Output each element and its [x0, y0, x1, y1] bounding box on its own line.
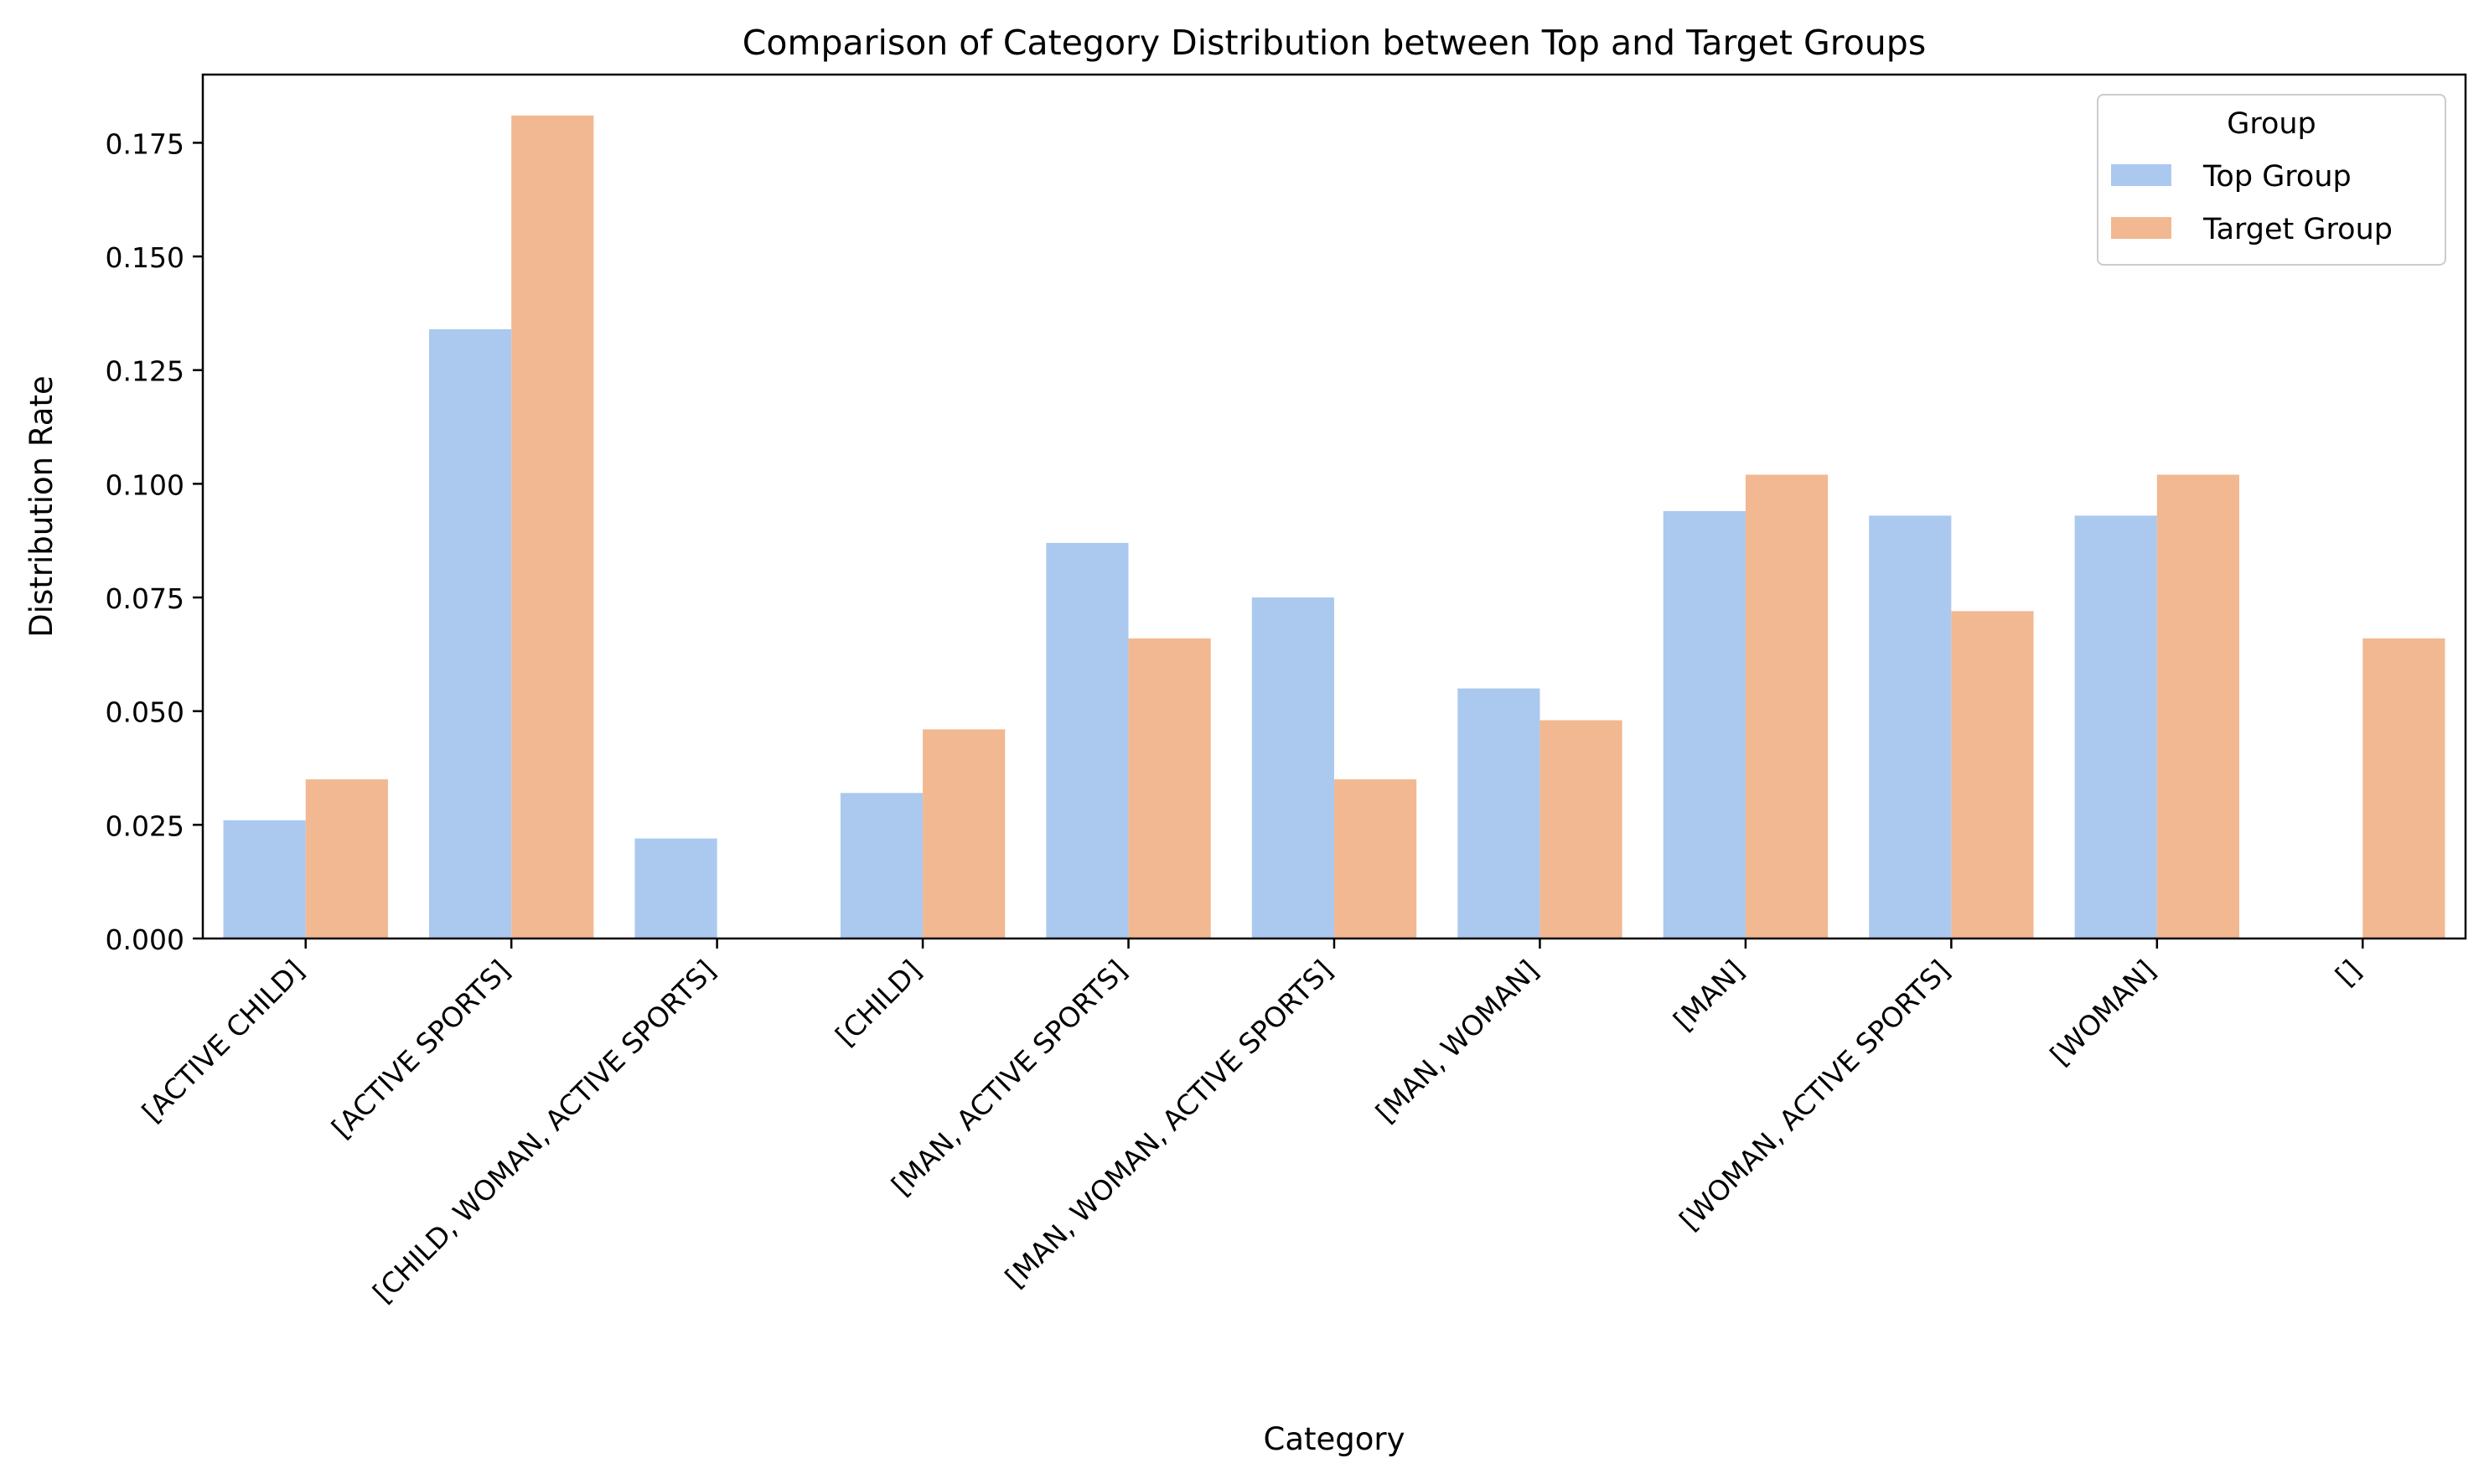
- y-tick-label: 0.100: [106, 468, 184, 501]
- bar-top-group-7: [1663, 510, 1746, 938]
- y-axis-label: Distribution Rate: [23, 375, 60, 637]
- legend-title: Group: [2227, 107, 2316, 141]
- legend: Group Top Group Target Group: [2097, 94, 2446, 266]
- bar-target-group-5: [1334, 779, 1417, 938]
- bar-target-group-4: [1128, 638, 1211, 938]
- bar-top-group-3: [840, 793, 924, 938]
- bar-target-group-1: [511, 115, 594, 938]
- legend-label-target-group: Target Group: [2202, 213, 2393, 246]
- legend-swatch-top-group: [2111, 164, 2171, 186]
- bar-target-group-3: [923, 729, 1006, 938]
- y-tick-label: 0.050: [106, 696, 184, 729]
- y-tick-label: 0.175: [106, 127, 184, 160]
- bar-target-group-9: [2156, 474, 2239, 938]
- legend-box: [2097, 94, 2446, 266]
- bar-top-group-2: [634, 838, 717, 938]
- legend-label-top-group: Top Group: [2202, 160, 2352, 194]
- bar-target-group-8: [1951, 611, 2034, 938]
- bar-target-group-10: [2362, 638, 2445, 938]
- chart-title: Comparison of Category Distribution betw…: [743, 23, 1926, 63]
- bar-top-group-1: [429, 328, 512, 939]
- bar-top-group-5: [1251, 597, 1334, 938]
- bar-top-group-0: [223, 820, 306, 938]
- bar-top-group-4: [1046, 542, 1129, 938]
- bar-top-group-8: [1869, 515, 1952, 938]
- y-tick-label: 0.125: [106, 355, 184, 388]
- legend-swatch-target-group: [2111, 217, 2171, 239]
- bar-target-group-0: [305, 779, 388, 938]
- y-tick-label: 0.000: [106, 923, 184, 956]
- x-axis-label: Category: [1263, 1421, 1405, 1457]
- bar-top-group-9: [2074, 515, 2157, 938]
- y-tick-label: 0.025: [106, 809, 184, 842]
- y-tick-label: 0.075: [106, 582, 184, 615]
- y-tick-label: 0.150: [106, 241, 184, 274]
- bar-top-group-6: [1457, 688, 1540, 938]
- bar-target-group-6: [1539, 720, 1622, 938]
- bar-target-group-7: [1745, 474, 1829, 938]
